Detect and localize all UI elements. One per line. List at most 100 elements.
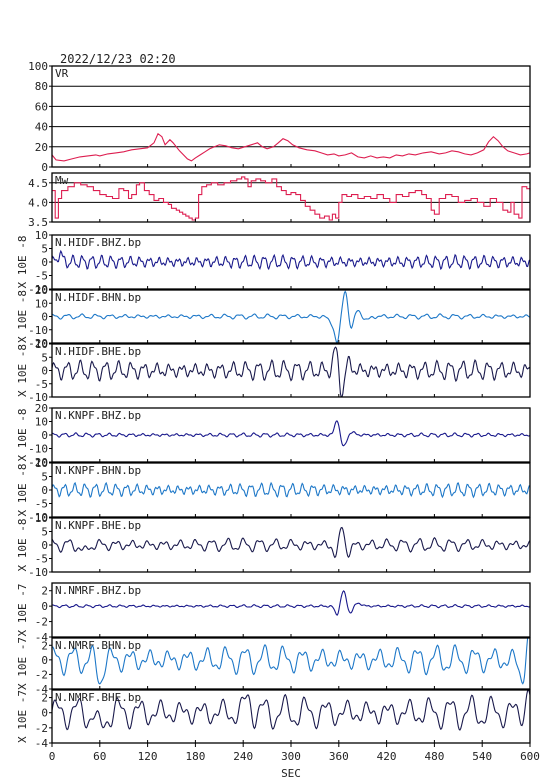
trace-hidf-bhn	[51, 290, 531, 344]
y-tick-label: 0	[41, 161, 48, 174]
y-tick-label: 4.5	[28, 177, 48, 190]
y-axis-label: X 10E -8	[16, 236, 29, 289]
y-tick-label: -10	[28, 443, 48, 456]
y-tick-label: 5	[41, 243, 48, 256]
panel-label: N.HIDF.BHN.bp	[55, 291, 141, 304]
x-axis-label: SEC	[281, 767, 301, 780]
x-tick-label: 360	[329, 750, 349, 763]
x-tick-label: 300	[281, 750, 301, 763]
y-tick-label: 20	[35, 141, 48, 154]
y-tick-label: 2	[41, 585, 48, 598]
y-tick-label: 10	[35, 416, 48, 429]
trace-nmrf-bhe	[51, 689, 531, 731]
x-tick-label: 240	[233, 750, 253, 763]
y-tick-label: 0	[41, 707, 48, 720]
trace-knpf-bhz	[51, 420, 531, 447]
y-axis-label: X 10E -8	[16, 464, 29, 517]
y-tick-label: -5	[35, 498, 48, 511]
y-tick-label: 0	[41, 365, 48, 378]
y-tick-label: 0	[41, 311, 48, 324]
y-tick-label: -5	[35, 553, 48, 566]
panel-label: Mw	[55, 174, 69, 187]
y-axis-label: X 10E -7	[16, 690, 29, 743]
y-tick-label: 2	[41, 692, 48, 705]
y-tick-label: 10	[35, 229, 48, 242]
y-tick-label: 0	[41, 429, 48, 442]
y-tick-label: 0	[41, 600, 48, 613]
trace-nmrf-bhn	[51, 637, 530, 685]
y-tick-label: 5	[41, 526, 48, 539]
x-tick-label: 60	[93, 750, 106, 763]
y-tick-label: -2	[35, 722, 48, 735]
y-tick-label: -20	[28, 456, 48, 469]
panel-label: N.HIDF.BHE.bp	[55, 345, 141, 358]
y-axis-label: X 10E -8	[16, 344, 29, 397]
y-axis-label: X 10E -8	[16, 519, 29, 572]
panel-nmrf-bhn: 2 0-2 -4 N.NMRF.BHN.bp X 10E -7	[16, 637, 531, 696]
y-tick-label: 3.5	[28, 216, 48, 229]
figure-title: 2022/12/23 02:20	[60, 52, 176, 66]
panel-label: VR	[55, 67, 69, 80]
y-axis-label: X 10E -7	[16, 637, 29, 690]
y-tick-label: -10	[28, 511, 48, 524]
y-axis-label: X 10E -8	[16, 409, 29, 462]
trace-hidf-bhe	[51, 346, 531, 398]
y-tick-label: 80	[35, 80, 48, 93]
trace-hidf-bhz	[51, 249, 531, 271]
y-tick-label: 100	[28, 60, 48, 73]
panel-label: N.KNPF.BHN.bp	[55, 464, 141, 477]
y-axis-label: X 10E -8	[16, 290, 29, 343]
y-tick-label: 10	[35, 457, 48, 470]
y-tick-label: -20	[28, 337, 48, 350]
panel-nmrf-bhe: 2 0 -2 -4 N.NMRF.BHE.bp X 10E -7	[16, 689, 531, 750]
y-tick-label: -10	[28, 283, 48, 296]
x-tick-label: 480	[424, 750, 444, 763]
x-tick-label: 0	[49, 750, 56, 763]
y-tick-label: 5	[41, 471, 48, 484]
y-tick-label: -10	[28, 566, 48, 579]
y-tick-label: 10	[35, 512, 48, 525]
y-tick-label: 0	[41, 484, 48, 497]
y-tick-label: -10	[28, 324, 48, 337]
y-tick-label: -4	[35, 737, 49, 750]
x-tick-label: 540	[472, 750, 492, 763]
x-tick-label: 120	[138, 750, 158, 763]
y-tick-label: 40	[35, 121, 48, 134]
y-tick-label: -2	[35, 616, 48, 629]
y-tick-label: 10	[35, 297, 48, 310]
panel-vr: 0 20 40 60 80 100 VR	[28, 60, 531, 174]
panel-label: N.NMRF.BHN.bp	[55, 639, 141, 652]
y-tick-label: -4	[35, 683, 49, 696]
y-tick-label: -5	[35, 378, 48, 391]
panel-mw: 3.5 4.0 4.5 Mw	[28, 172, 531, 229]
y-tick-label: 60	[35, 100, 48, 113]
trace-vr	[51, 132, 531, 162]
y-tick-label: 4.0	[28, 196, 48, 209]
y-tick-label: -2	[35, 668, 48, 681]
panel-nmrf-bhz: 2 0 -2 -4 N.NMRF.BHZ.bp X 10E -7	[16, 582, 531, 644]
panel-label: N.HIDF.BHZ.bp	[55, 236, 141, 249]
panel-label: N.NMRF.BHZ.bp	[55, 584, 141, 597]
y-tick-label: 20	[35, 402, 48, 415]
trace-nmrf-bhz	[51, 590, 531, 616]
y-tick-label: -4	[35, 631, 49, 644]
y-tick-label: 20	[35, 284, 48, 297]
y-tick-label: -10	[28, 391, 48, 404]
trace-mw	[52, 176, 531, 221]
x-axis: 0 60 120 180 240 300 360 420 480 540 600	[49, 743, 540, 763]
y-axis-label: X 10E -7	[16, 584, 29, 637]
panel-label: N.KNPF.BHE.bp	[55, 519, 141, 532]
trace-knpf-bhe	[51, 526, 531, 559]
y-tick-label: 0	[41, 539, 48, 552]
y-tick-label: -5	[35, 270, 48, 283]
panel-label: N.KNPF.BHZ.bp	[55, 409, 141, 422]
y-tick-label: 0	[41, 654, 48, 667]
y-tick-label: 0	[41, 256, 48, 269]
y-tick-label: 2	[41, 639, 48, 652]
